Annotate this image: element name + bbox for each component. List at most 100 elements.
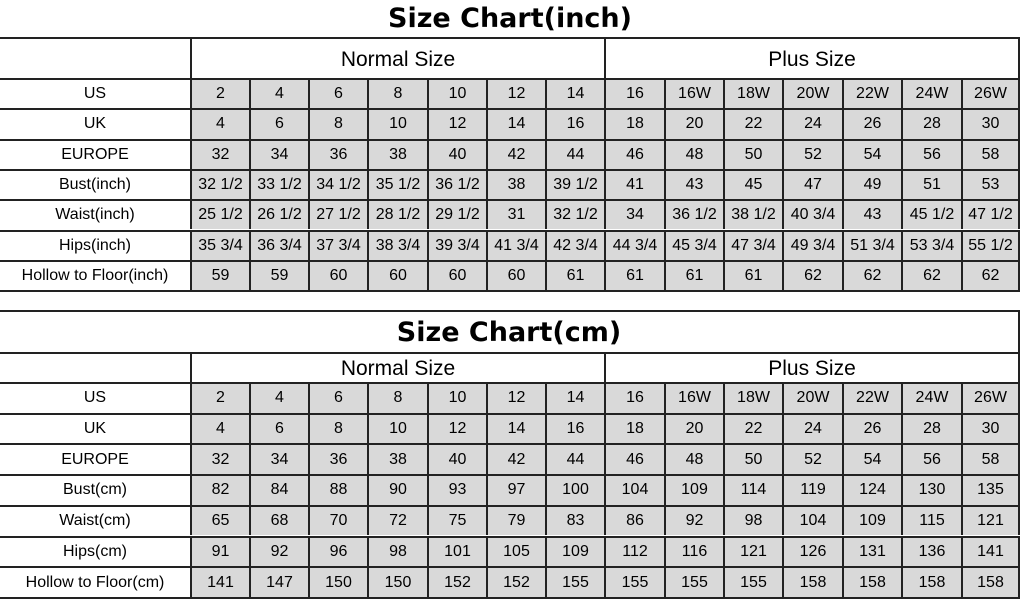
- group-header-normal: Normal Size: [190, 352, 604, 382]
- size-cell: 105: [486, 535, 545, 567]
- size-cell: 61: [604, 259, 664, 291]
- size-cell: 44: [545, 443, 604, 475]
- size-cell: 49: [842, 168, 901, 200]
- size-cell: 30: [961, 108, 1020, 139]
- size-cell: 31: [486, 199, 545, 230]
- size-cell: 6: [308, 78, 367, 109]
- size-cell: 98: [367, 535, 427, 567]
- size-cell: 12: [486, 78, 545, 109]
- size-cell: 72: [367, 504, 427, 536]
- size-cell: 104: [782, 504, 842, 536]
- size-cell: 158: [901, 566, 961, 597]
- group-header-normal: Normal Size: [190, 37, 604, 78]
- size-cell: 84: [249, 474, 308, 505]
- size-cell: 58: [961, 138, 1020, 169]
- size-cell: 36 3/4: [249, 229, 308, 260]
- size-cell: 62: [842, 259, 901, 291]
- row-label: US: [0, 382, 190, 413]
- size-cell: 155: [664, 566, 723, 597]
- size-cell: 155: [545, 566, 604, 597]
- size-cell: 114: [723, 474, 782, 505]
- size-cell: 152: [486, 566, 545, 597]
- table-row: Waist(cm) 65 68 70 72 75 79 83 86 92 98 104 109 115 12…: [0, 504, 1020, 536]
- row-label: Hips(cm): [0, 535, 190, 567]
- row-label: US: [0, 78, 190, 109]
- size-cell: 12: [427, 108, 486, 139]
- size-cell: 119: [782, 474, 842, 505]
- size-cell: 16: [545, 412, 604, 444]
- size-cell: 83: [545, 504, 604, 536]
- size-cell: 26 1/2: [249, 199, 308, 230]
- size-cell: 36 1/2: [664, 199, 723, 230]
- size-cell: 36: [308, 443, 367, 475]
- size-cell: 40: [427, 138, 486, 169]
- size-cell: 93: [427, 474, 486, 505]
- table-title: Size Chart(inch): [388, 3, 632, 34]
- size-cell: 51 3/4: [842, 229, 901, 260]
- size-cell: 40: [427, 443, 486, 475]
- size-cell: 18: [604, 108, 664, 139]
- size-cell: 27 1/2: [308, 199, 367, 230]
- size-cell: 43: [842, 199, 901, 230]
- size-cell: 104: [604, 474, 664, 505]
- row-label: Hollow to Floor(cm): [0, 566, 190, 597]
- size-cell: 8: [367, 78, 427, 109]
- size-cell: 158: [961, 566, 1020, 597]
- row-label: Waist(cm): [0, 504, 190, 536]
- size-cell: 38: [367, 138, 427, 169]
- size-cell: 150: [308, 566, 367, 597]
- size-cell: 2: [190, 78, 249, 109]
- size-cell: 92: [664, 504, 723, 536]
- size-cell: 52: [782, 138, 842, 169]
- table-row: UK 4 6 8 10 12 14 16 18 20 22 24 26 28 30: [0, 412, 1020, 444]
- size-cell: 61: [723, 259, 782, 291]
- size-cell: 130: [901, 474, 961, 505]
- table-row: Waist(inch) 25 1/2 26 1/2 27 1/2 28 1/2 29 1/…: [0, 199, 1020, 230]
- group-header-plus: Plus Size: [604, 37, 1020, 78]
- size-cell: 42 3/4: [545, 229, 604, 260]
- size-cell: 4: [249, 382, 308, 413]
- size-cell: 124: [842, 474, 901, 505]
- size-cell: 38: [367, 443, 427, 475]
- size-cell: 38: [486, 168, 545, 200]
- size-cell: 36: [308, 138, 367, 169]
- size-cell: 79: [486, 504, 545, 536]
- table-row: EUROPE 32 34 36 38 40 42 44 46 48 50 52 54 56 58: [0, 443, 1020, 475]
- size-cell: 28 1/2: [367, 199, 427, 230]
- size-cell: 41 3/4: [486, 229, 545, 260]
- row-label: Bust(cm): [0, 474, 190, 505]
- size-cell: 112: [604, 535, 664, 567]
- size-cell: 26W: [961, 382, 1020, 413]
- size-cell: 60: [486, 259, 545, 291]
- row-label: Hips(inch): [0, 229, 190, 260]
- size-cell: 4: [190, 108, 249, 139]
- size-cell: 10: [427, 382, 486, 413]
- size-cell: 49 3/4: [782, 229, 842, 260]
- size-cell: 152: [427, 566, 486, 597]
- size-cell: 59: [190, 259, 249, 291]
- size-cell: 109: [664, 474, 723, 505]
- size-cell: 47 1/2: [961, 199, 1020, 230]
- size-cell: 26: [842, 108, 901, 139]
- size-cell: 135: [961, 474, 1020, 505]
- row-label: UK: [0, 108, 190, 139]
- size-cell: 35 1/2: [367, 168, 427, 200]
- size-cell: 98: [723, 504, 782, 536]
- size-cell: 24: [782, 412, 842, 444]
- size-cell: 26W: [961, 78, 1020, 109]
- size-cell: 14: [486, 412, 545, 444]
- size-cell: 61: [545, 259, 604, 291]
- size-cell: 155: [604, 566, 664, 597]
- size-cell: 18: [604, 412, 664, 444]
- size-cell: 6: [249, 108, 308, 139]
- size-cell: 22W: [842, 78, 901, 109]
- size-cell: 8: [367, 382, 427, 413]
- size-cell: 14: [486, 108, 545, 139]
- size-cell: 14: [545, 78, 604, 109]
- size-cell: 62: [782, 259, 842, 291]
- size-cell: 52: [782, 443, 842, 475]
- table-bottom-border: [0, 290, 1020, 293]
- size-cell: 97: [486, 474, 545, 505]
- size-cell: 4: [190, 412, 249, 444]
- size-cell: 56: [901, 443, 961, 475]
